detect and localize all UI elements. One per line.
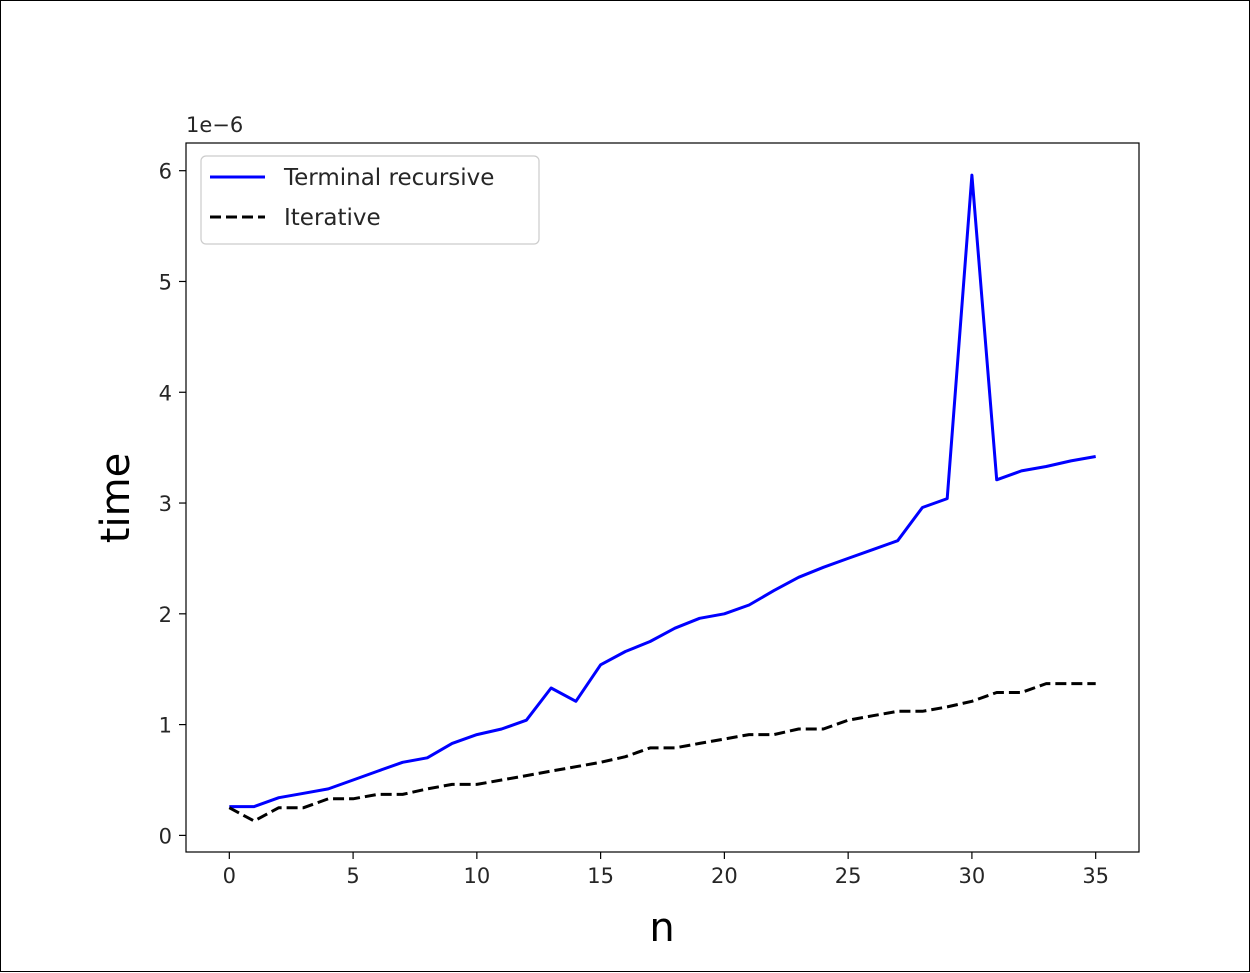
- x-axis-label: n: [649, 905, 674, 951]
- series-layer: [228, 173, 1096, 823]
- y-tick-label: 3: [159, 492, 172, 516]
- plot-area: 0 5 10 15 20 25 30 35 0 1 2 3 4 5 6: [159, 142, 1140, 888]
- y-tick-label: 1: [159, 714, 172, 738]
- y-tick-label: 4: [159, 381, 172, 405]
- x-tick-label: 20: [711, 864, 738, 888]
- y-axis-label: time: [93, 453, 139, 543]
- legend-box: [200, 155, 540, 245]
- series-line-iterative: [228, 682, 1096, 823]
- x-tick-label: 30: [959, 864, 986, 888]
- x-tick-label: 5: [346, 864, 359, 888]
- x-tick-label: 25: [835, 864, 862, 888]
- legend-label-terminal-recursive: Terminal recursive: [283, 165, 494, 191]
- x-tick-label: 15: [587, 864, 614, 888]
- x-tick-label: 0: [223, 864, 236, 888]
- y-tick-label: 2: [159, 603, 172, 627]
- series-line-terminal-recursive: [229, 173, 1096, 809]
- axes-frame: [185, 142, 1140, 853]
- y-axis-ticks: 0 1 2 3 4 5 6: [159, 160, 186, 848]
- y-tick-label: 5: [159, 270, 172, 294]
- legend-label-iterative: Iterative: [284, 205, 381, 231]
- x-axis-ticks: 0 5 10 15 20 25 30 35: [223, 852, 1109, 888]
- x-tick-label: 10: [463, 864, 490, 888]
- y-tick-label: 0: [159, 824, 172, 848]
- x-tick-label: 35: [1082, 864, 1109, 888]
- legend: Terminal recursive Iterative: [200, 155, 540, 245]
- y-offset-text: 1e−6: [186, 113, 243, 137]
- y-tick-label: 6: [159, 160, 172, 184]
